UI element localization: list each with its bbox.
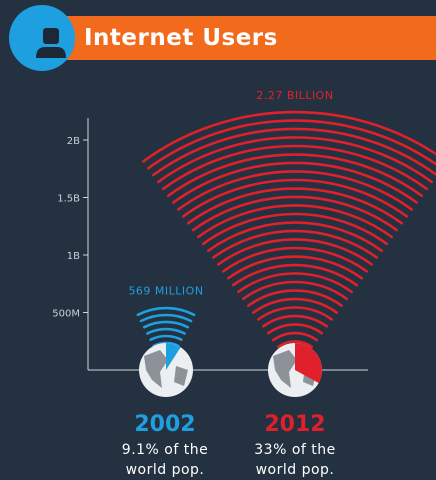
user-icon — [36, 28, 66, 58]
arc-mark-2012 — [192, 195, 398, 232]
arc-mark-2012 — [147, 119, 436, 170]
arc-mark-2012 — [222, 246, 368, 273]
arc-mark-2012 — [217, 238, 373, 266]
arc-mark-2012 — [187, 187, 403, 225]
y-tick-label: 1B — [67, 251, 80, 262]
caption-2012-line2: world pop. — [255, 462, 335, 478]
globes — [139, 342, 323, 397]
arc-mark-2012 — [177, 170, 413, 211]
arc-mark-2012 — [202, 212, 388, 246]
value-labels: 569 MILLION 2.27 BILLION — [128, 89, 333, 298]
arc-mark-2002 — [142, 320, 190, 329]
arc-mark-2012 — [232, 263, 358, 287]
caption-2012: 33% of the world pop. — [230, 440, 360, 480]
arc-mark-2012 — [262, 314, 328, 328]
arc-mark-2012 — [212, 229, 378, 259]
y-tick-label: 1.5B — [57, 194, 80, 205]
year-label-2002: 2002 — [134, 412, 196, 437]
arc-mark-2002 — [136, 306, 196, 317]
arc-mark-2012 — [152, 127, 436, 177]
arc-mark-2002 — [149, 334, 183, 341]
arc-mark-2012 — [257, 306, 333, 321]
caption-2002: 9.1% of the world pop. — [100, 440, 230, 480]
arc-mark-2002 — [139, 313, 193, 323]
y-tick-label: 500M — [52, 309, 80, 320]
arc-mark-2012 — [247, 289, 343, 307]
data-label-2012: 2.27 BILLION — [256, 89, 333, 102]
arc-mark-2012 — [157, 136, 433, 184]
avatar — [9, 5, 75, 71]
globe-continent — [174, 366, 188, 386]
arc-mark-2012 — [197, 204, 393, 239]
arc-mark-2012 — [142, 110, 436, 163]
y-tick-label: 2B — [67, 136, 80, 147]
globe-continent — [273, 350, 297, 388]
y-axis-ticks: 500M 1B 1.5B 2B — [52, 136, 88, 320]
arc-mark-2012 — [242, 280, 348, 301]
arc-mark-2012 — [162, 144, 428, 191]
arc-mark-2012 — [237, 272, 353, 294]
year-label-2012: 2012 — [264, 412, 326, 437]
arc-mark-2012 — [252, 297, 338, 314]
population-share-wedge-2002 — [166, 343, 181, 370]
caption-2012-line1: 33% of the — [254, 442, 336, 458]
header-bar — [64, 16, 436, 60]
page-title: Internet Users — [84, 25, 278, 51]
population-share-wedge-2012 — [295, 342, 323, 383]
arc-mark-2002 — [146, 327, 186, 335]
data-label-2002: 569 MILLION — [128, 285, 203, 298]
arc-mark-2012 — [207, 221, 383, 252]
caption-2002-line1: 9.1% of the — [121, 442, 209, 458]
arc-mark-2012 — [172, 161, 418, 204]
arc-mark-2012 — [167, 153, 423, 197]
caption-2002-line2: world pop. — [125, 462, 205, 478]
globe-continent — [144, 350, 168, 388]
arc-mark-2012 — [182, 178, 408, 218]
arc-mark-2012 — [276, 340, 314, 349]
arc-mark-2012 — [272, 331, 318, 342]
chart-marks — [136, 110, 436, 356]
arc-mark-2012 — [267, 323, 323, 335]
arc-mark-2012 — [227, 255, 363, 280]
